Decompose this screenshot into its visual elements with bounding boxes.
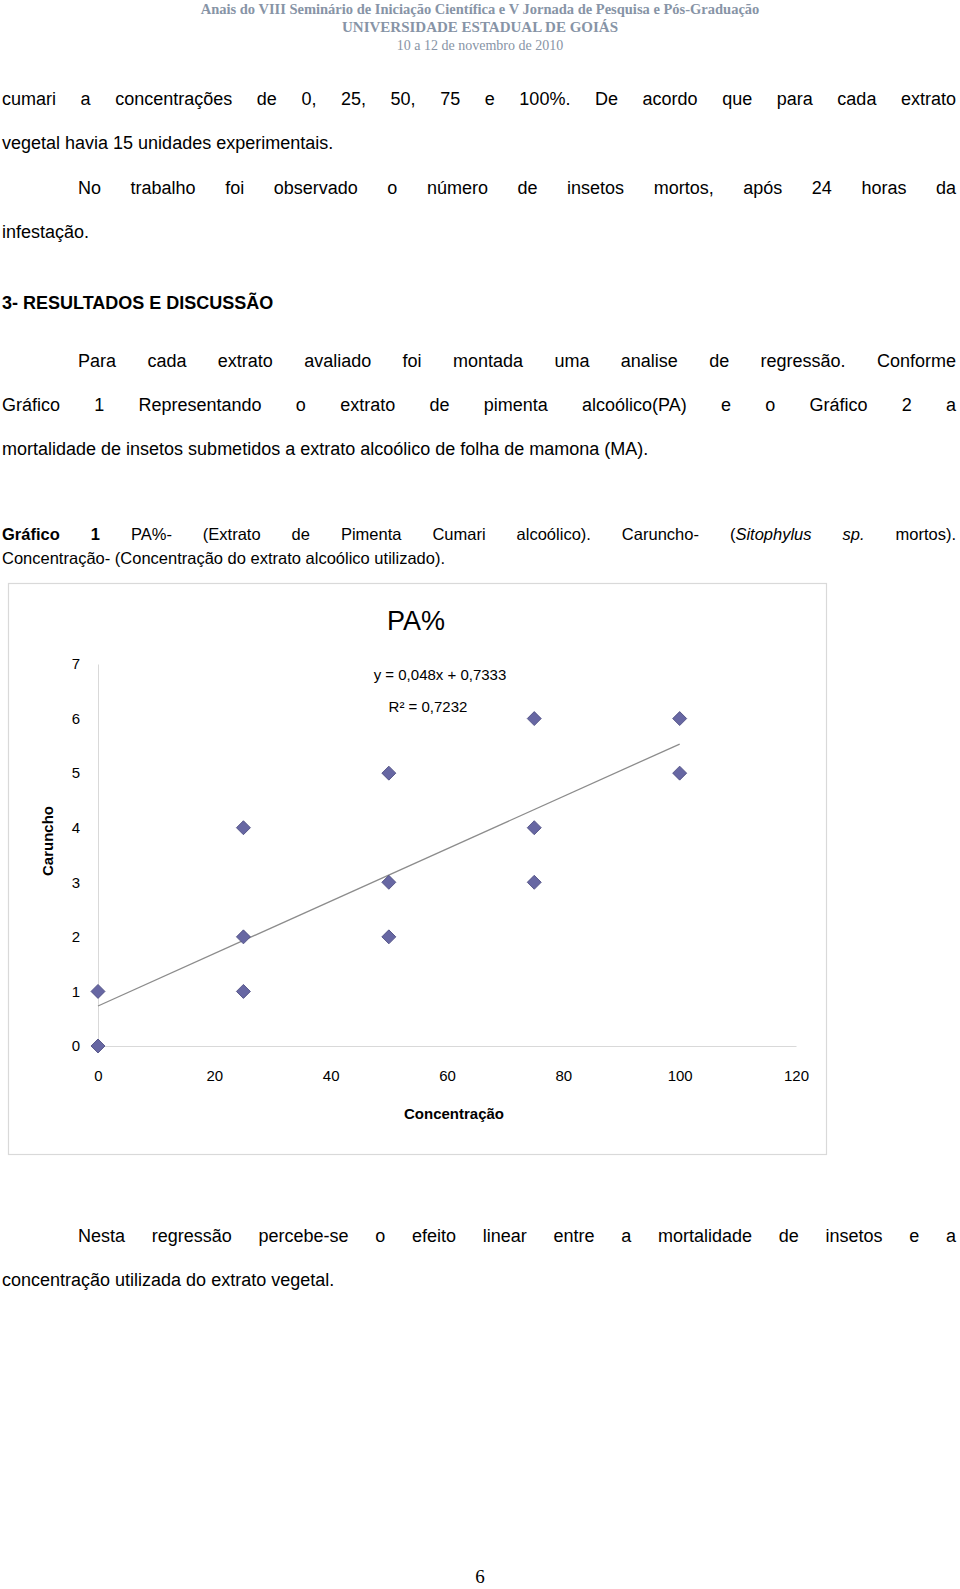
- header-line: 10 a 12 de novembro de 2010: [0, 37, 960, 55]
- x-axis-title: Concentração: [404, 1105, 504, 1122]
- text-line: Gráfico 1 PA%- (Extrato de Pimenta Cumar…: [2, 522, 956, 546]
- chart-title: PA%: [387, 606, 445, 636]
- chart: PA% 0 20 40 60 80 100 120 0 1 2 3 4 5 6 7 Caruncho Concen…: [0, 0, 960, 1589]
- y-tick: 3: [72, 874, 98, 891]
- point: [382, 875, 396, 889]
- caption-segment: Sitophylus sp.: [735, 525, 864, 543]
- text-line: Para cada extrato avaliado foi montada u…: [2, 339, 956, 383]
- trendline-r-squared: R² = 0,7232: [389, 698, 468, 715]
- y-tick-label: 4: [72, 819, 80, 836]
- y-tick-label: 2: [72, 928, 80, 945]
- heading: 3- RESULTADOS E DISCUSSÃO: [2, 281, 956, 325]
- indented-paragraph: Nesta regressão percebe-se o efeito line…: [2, 1214, 956, 1302]
- text-line: vegetal havia 15 unidades experimentais.: [2, 121, 956, 165]
- point: [527, 821, 541, 835]
- page: Anais do VIII Seminário de Iniciação Cie…: [0, 0, 960, 1589]
- x-tick: 100: [668, 1046, 693, 1084]
- text-line: No trabalho foi observado o número de in…: [2, 166, 956, 210]
- point: [236, 984, 250, 998]
- y-tick-label: 0: [72, 1037, 80, 1054]
- caption-segment: mortos).: [865, 525, 957, 543]
- text-line: concentração utilizada do extrato vegeta…: [2, 1258, 956, 1302]
- y-tick: 4: [72, 819, 98, 836]
- point: [382, 930, 396, 944]
- indented-paragraph: No trabalho foi observado o número de in…: [2, 166, 956, 254]
- point: [673, 712, 687, 726]
- point: [527, 875, 541, 889]
- x-tick-label: 20: [206, 1067, 223, 1084]
- y-tick-label: 7: [72, 655, 80, 672]
- point: [91, 984, 105, 998]
- caption-segment: Concentração- (Concentração do extrato a…: [2, 549, 445, 567]
- text-line: Concentração- (Concentração do extrato a…: [2, 546, 956, 570]
- y-tick-label: 3: [72, 874, 80, 891]
- point: [673, 766, 687, 780]
- x-tick: 40: [323, 1046, 340, 1084]
- x-tick-label: 100: [668, 1067, 693, 1084]
- x-tick: 60: [439, 1046, 456, 1084]
- point: [527, 712, 541, 726]
- y-tick: 2: [72, 928, 98, 945]
- page-number: 6: [0, 1566, 960, 1588]
- y-tick-label: 5: [72, 764, 80, 781]
- trendline: [98, 744, 680, 1006]
- text-line: cumari a concentrações de 0, 25, 50, 75 …: [2, 77, 956, 121]
- x-tick-label: 60: [439, 1067, 456, 1084]
- paragraph: cumari a concentrações de 0, 25, 50, 75 …: [2, 77, 956, 165]
- indented-paragraph: Para cada extrato avaliado foi montada u…: [2, 339, 956, 471]
- x-tick: 20: [206, 1046, 223, 1084]
- trendline-equation: y = 0,048x + 0,7333: [374, 666, 507, 683]
- chart-frame: [9, 584, 827, 1155]
- x-tick-label: 120: [784, 1067, 809, 1084]
- text-line: Nesta regressão percebe-se o efeito line…: [2, 1214, 956, 1258]
- x-tick-label: 0: [94, 1067, 102, 1084]
- point: [382, 766, 396, 780]
- x-axis-line: [99, 1046, 797, 1047]
- x-tick: 120: [784, 1046, 809, 1084]
- x-tick-label: 40: [323, 1067, 340, 1084]
- x-tick: 80: [555, 1046, 572, 1084]
- caption-segment: Gráfico 1: [2, 525, 100, 543]
- point: [236, 821, 250, 835]
- y-tick: 5: [72, 764, 98, 781]
- header-line: Anais do VIII Seminário de Iniciação Cie…: [0, 0, 960, 18]
- y-tick: 7: [72, 655, 98, 672]
- caption-segment: PA%- (Extrato de Pimenta Cumari alcoólic…: [100, 525, 735, 543]
- point: [236, 930, 250, 944]
- text-line: infestação.: [2, 210, 956, 254]
- header-line: UNIVERSIDADE ESTADUAL DE GOIÁS: [0, 18, 960, 36]
- text-line: mortalidade de insetos submetidos a extr…: [2, 427, 956, 471]
- text-line: 3- RESULTADOS E DISCUSSÃO: [2, 281, 956, 325]
- y-axis-title: Caruncho: [39, 806, 56, 876]
- point: [91, 1039, 105, 1053]
- text-line: Gráfico 1 Representando o extrato de pim…: [2, 383, 956, 427]
- x-tick-label: 80: [555, 1067, 572, 1084]
- y-tick-label: 1: [72, 983, 80, 1000]
- caption: Gráfico 1 PA%- (Extrato de Pimenta Cumar…: [2, 522, 956, 570]
- y-tick: 6: [72, 710, 98, 727]
- x-axis: 0 20 40 60 80 100 120: [94, 1046, 809, 1084]
- y-tick-label: 6: [72, 710, 80, 727]
- plot-area: [91, 712, 687, 1053]
